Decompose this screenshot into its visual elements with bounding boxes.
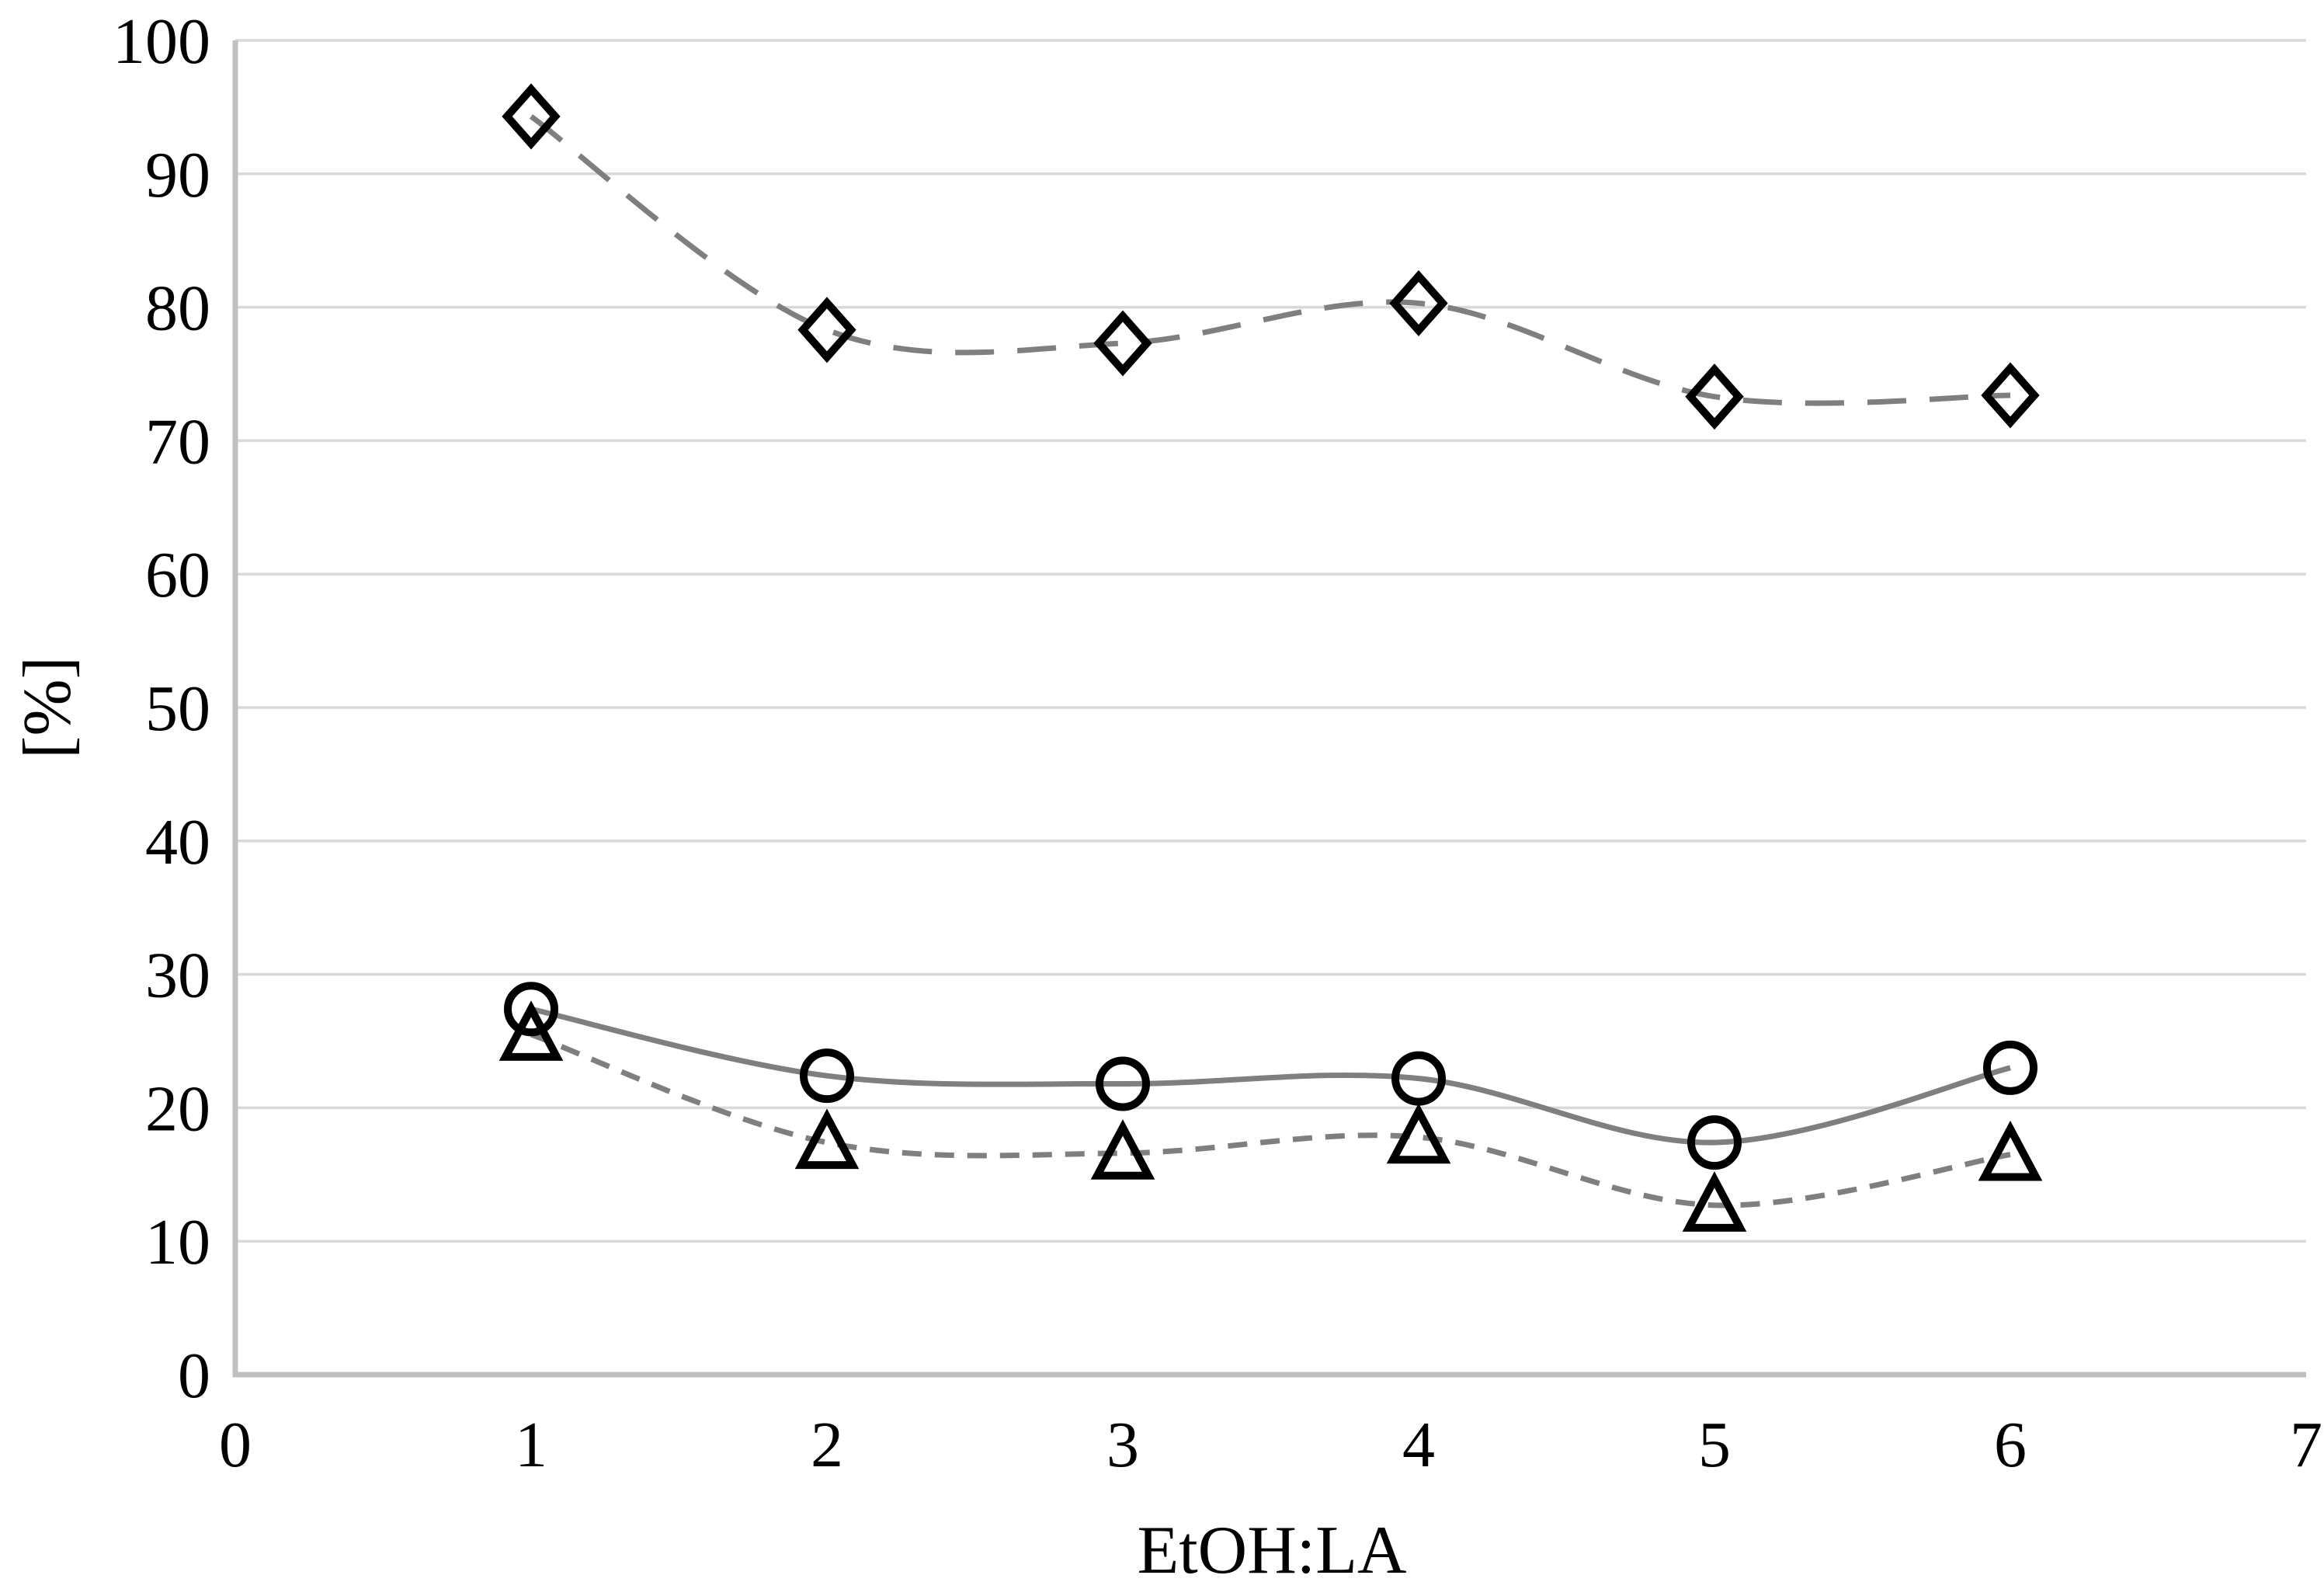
y-tick-label-40: 40	[145, 806, 210, 878]
triangle-marker-x4	[1386, 1103, 1451, 1164]
y-tick-label-30: 30	[145, 940, 210, 1012]
x-tick-label-1: 1	[515, 1409, 547, 1481]
diamond-marker-x5	[1685, 363, 1744, 430]
y-tick-label-100: 100	[113, 5, 210, 78]
circle-marker-x4	[1391, 1051, 1446, 1106]
circle-marker-x1	[504, 982, 558, 1037]
triangle-marker-x1	[498, 1000, 564, 1061]
diamond-marker-x3	[1093, 310, 1152, 377]
y-tick-label-70: 70	[145, 405, 210, 478]
triangle-marker-x3	[1090, 1119, 1155, 1180]
x-tick-label-5: 5	[1698, 1409, 1731, 1481]
y-axis-title: [%]	[10, 656, 85, 759]
triangle-marker-x2	[794, 1108, 860, 1170]
y-tick-label-20: 20	[145, 1073, 210, 1145]
triangle-marker-x5	[1682, 1171, 1747, 1232]
x-tick-label-0: 0	[219, 1409, 252, 1481]
diamond-marker-x1	[502, 83, 561, 150]
circle-marker-x6	[1983, 1040, 2037, 1095]
circle-marker-x2	[800, 1048, 854, 1104]
series-line-circle	[530, 1006, 2011, 1146]
x-tick-label-6: 6	[1994, 1409, 2027, 1481]
x-axis-title: EtOH:LA	[1137, 1513, 1407, 1588]
y-tick-label-80: 80	[145, 273, 210, 345]
diamond-marker-x4	[1389, 269, 1448, 336]
diamond-marker-x2	[797, 297, 856, 363]
x-tick-label-2: 2	[811, 1409, 843, 1481]
x-tick-label-3: 3	[1106, 1409, 1139, 1481]
y-tick-label-0: 0	[178, 1340, 210, 1412]
y-tick-label-10: 10	[145, 1206, 210, 1278]
series-line-diamond	[529, 114, 2011, 406]
y-tick-label-50: 50	[145, 673, 210, 745]
x-tick-label-4: 4	[1402, 1409, 1435, 1481]
diamond-marker-x6	[1981, 362, 2040, 429]
x-tick-label-7: 7	[2290, 1409, 2322, 1481]
triangle-marker-x6	[1978, 1120, 2043, 1181]
y-tick-label-60: 60	[145, 539, 210, 611]
circle-marker-x3	[1096, 1056, 1150, 1111]
series-line-triangle	[530, 1031, 2011, 1208]
y-tick-label-90: 90	[145, 139, 210, 211]
circle-marker-x5	[1687, 1115, 1742, 1170]
